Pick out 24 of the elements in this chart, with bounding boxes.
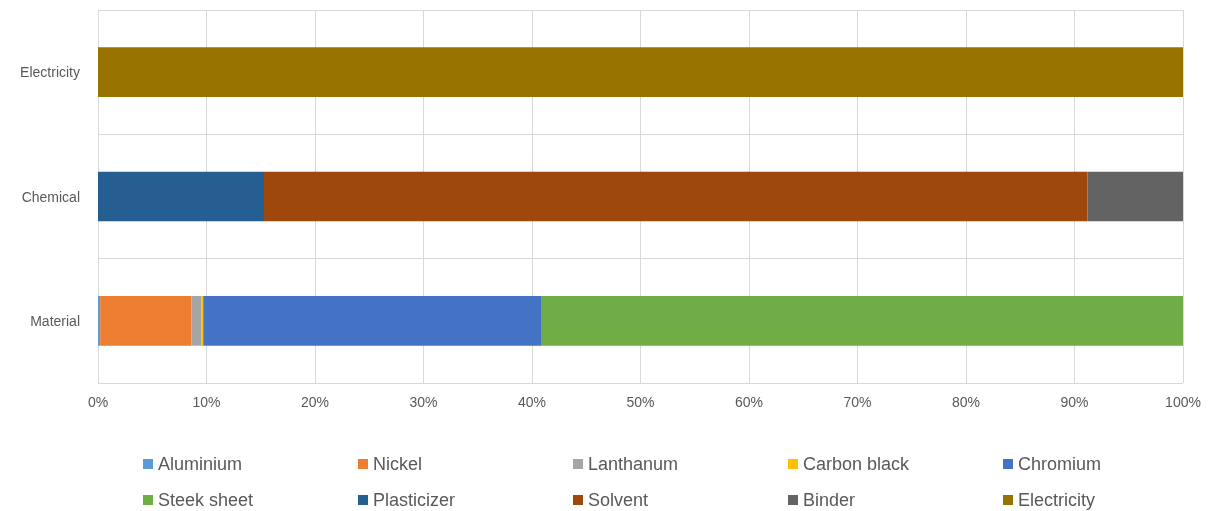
legend-label: Nickel bbox=[373, 454, 423, 474]
legend-label: Aluminium bbox=[158, 454, 243, 474]
x-tick-label: 60% bbox=[734, 394, 764, 410]
x-tick-label: 50% bbox=[626, 394, 655, 410]
x-tick-label: 80% bbox=[951, 394, 981, 410]
x-tick-label: 0% bbox=[87, 394, 109, 410]
legend-label: Carbon black bbox=[803, 454, 911, 474]
legend-label: Chromium bbox=[1018, 454, 1102, 474]
x-tick-label: 90% bbox=[1060, 394, 1089, 410]
legend-label: Steek sheet bbox=[158, 490, 254, 510]
x-tick-label: 20% bbox=[300, 394, 330, 410]
legend-label: Electricity bbox=[1018, 490, 1096, 510]
x-tick-label: 70% bbox=[843, 394, 872, 410]
legend-label: Lanthanum bbox=[588, 454, 679, 474]
x-tick-label: 40% bbox=[517, 394, 547, 410]
x-tick-label: 100% bbox=[1165, 394, 1201, 410]
y-tick-label: Material bbox=[30, 312, 80, 329]
legend-label: Binder bbox=[803, 490, 856, 510]
x-tick-label: 10% bbox=[192, 394, 221, 410]
legend-label: Solvent bbox=[588, 490, 649, 510]
y-tick-label: Electricity bbox=[20, 64, 80, 81]
x-tick-label: 30% bbox=[409, 394, 438, 410]
legend-label: Plasticizer bbox=[373, 490, 456, 510]
y-tick-label: Chemical bbox=[21, 188, 80, 205]
